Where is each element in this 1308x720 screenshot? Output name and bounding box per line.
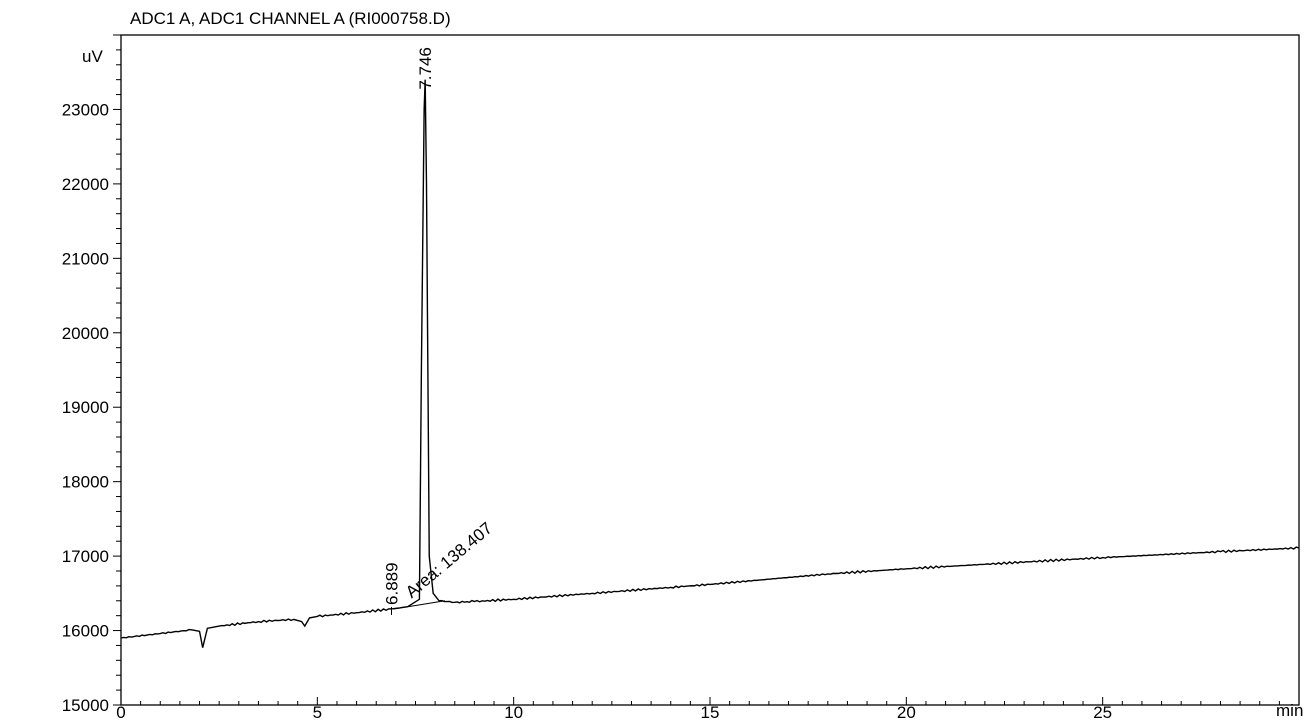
x-axis-label: min	[1276, 701, 1303, 720]
signal-trace	[120, 79, 1300, 648]
x-axis: 0 5 10 15 20 25	[116, 697, 1300, 720]
x-tick-label: 20	[897, 703, 916, 720]
x-tick-label: 15	[701, 703, 720, 720]
y-tick-label: 19000	[62, 398, 109, 417]
x-tick-label: 25	[1093, 703, 1112, 720]
x-tick-label: 5	[313, 703, 322, 720]
y-tick-label: 16000	[62, 622, 109, 641]
y-tick-label: 17000	[62, 547, 109, 566]
y-tick-label: 23000	[62, 100, 109, 119]
x-tick-label: 10	[504, 703, 523, 720]
y-tick-label: 22000	[62, 175, 109, 194]
peak-area-label: Area: 138.407	[402, 519, 496, 602]
y-tick-label: 21000	[62, 249, 109, 268]
chart-title: ADC1 A, ADC1 CHANNEL A (RI000758.D)	[130, 9, 451, 28]
plot-frame	[120, 34, 1300, 706]
peak-retention-label: 6.889	[383, 562, 402, 605]
x-tick-label: 0	[116, 703, 125, 720]
y-tick-label: 15000	[62, 696, 109, 715]
series-layer	[120, 79, 1300, 648]
peak-retention-label: 7.746	[416, 47, 435, 90]
y-axis: 15000 16000 17000 18000 19000 20000 21000 22000…	[62, 34, 121, 715]
integration-baseline	[393, 600, 446, 610]
y-tick-label: 18000	[62, 473, 109, 492]
y-axis-label: uV	[82, 47, 103, 66]
y-tick-label: 20000	[62, 324, 109, 343]
annotation-layer: 7.746 6.889 Area: 138.407	[383, 47, 496, 615]
